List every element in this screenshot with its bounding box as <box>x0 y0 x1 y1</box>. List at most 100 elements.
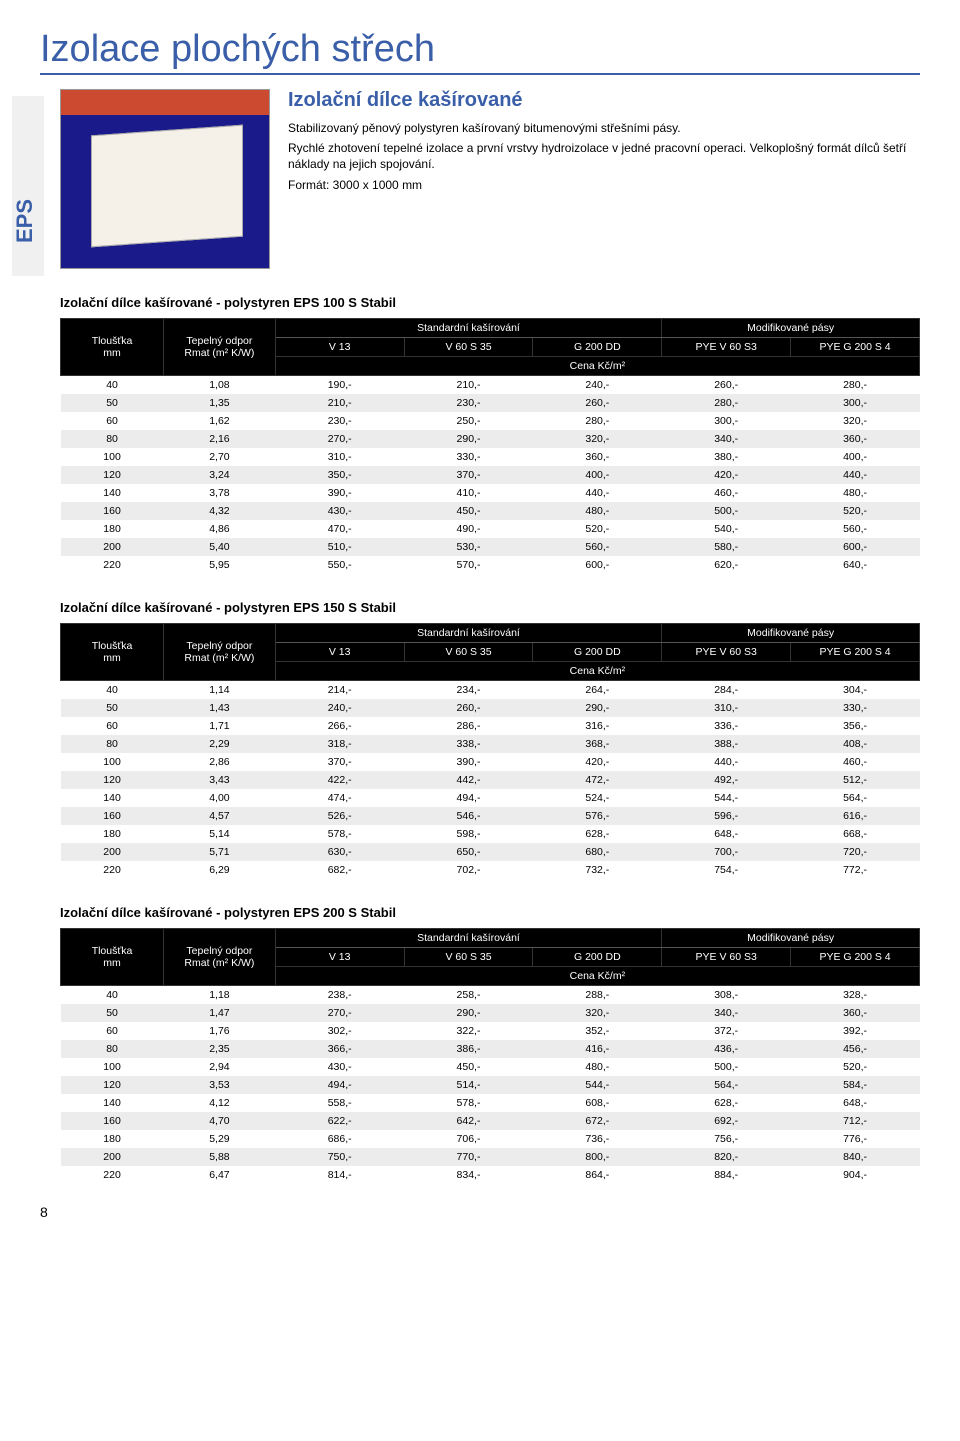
table-cell: 500,- <box>662 502 791 520</box>
table-cell: 350,- <box>275 466 404 484</box>
table-row: 601,71266,-286,-316,-336,-356,- <box>61 717 920 735</box>
table-cell: 430,- <box>275 1058 404 1076</box>
table-cell: 520,- <box>791 502 920 520</box>
table-cell: 380,- <box>662 448 791 466</box>
table-row: 802,29318,-338,-368,-388,-408,- <box>61 735 920 753</box>
col-rmat-label: Rmat (m² K/W) <box>184 652 254 664</box>
group-standard: Standardní kašírování <box>275 624 662 643</box>
table-cell: 300,- <box>662 412 791 430</box>
col-header: PYE G 200 S 4 <box>791 948 920 967</box>
table-cell: 474,- <box>275 789 404 807</box>
group-modified: Modifikované pásy <box>662 624 920 643</box>
table-cell: 692,- <box>662 1112 791 1130</box>
table-cell: 558,- <box>275 1094 404 1112</box>
table-cell: 330,- <box>791 699 920 717</box>
table-cell: 210,- <box>275 394 404 412</box>
table-cell: 160 <box>61 502 164 520</box>
table-section-title: Izolační dílce kašírované - polystyren E… <box>60 600 920 615</box>
price-table: TloušťkammTepelný odporRmat (m² K/W)Stan… <box>60 928 920 1184</box>
table-row: 1404,12558,-578,-608,-628,-648,- <box>61 1094 920 1112</box>
table-cell: 2,94 <box>164 1058 276 1076</box>
intro-block: Izolační dílce kašírované Stabilizovaný … <box>60 89 920 269</box>
table-row: 401,14214,-234,-264,-284,-304,- <box>61 681 920 700</box>
table-cell: 230,- <box>275 412 404 430</box>
table-cell: 340,- <box>662 430 791 448</box>
group-modified: Modifikované pásy <box>662 319 920 338</box>
table-cell: 544,- <box>533 1076 662 1094</box>
table-cell: 526,- <box>275 807 404 825</box>
table-cell: 60 <box>61 412 164 430</box>
table-cell: 580,- <box>662 538 791 556</box>
table-row: 1203,43422,-442,-472,-492,-512,- <box>61 771 920 789</box>
col-r-label: Tepelný odpor <box>186 640 252 652</box>
table-row: 802,16270,-290,-320,-340,-360,- <box>61 430 920 448</box>
table-cell: 4,00 <box>164 789 276 807</box>
table-cell: 1,76 <box>164 1022 276 1040</box>
table-cell: 270,- <box>275 1004 404 1022</box>
table-cell: 1,43 <box>164 699 276 717</box>
col-header: V 13 <box>275 948 404 967</box>
table-cell: 5,40 <box>164 538 276 556</box>
table-cell: 286,- <box>404 717 533 735</box>
price-unit-header: Cena Kč/m² <box>275 967 919 986</box>
table-cell: 400,- <box>791 448 920 466</box>
table-cell: 732,- <box>533 861 662 879</box>
table-cell: 1,08 <box>164 376 276 395</box>
table-row: 1805,14578,-598,-628,-648,-668,- <box>61 825 920 843</box>
table-cell: 320,- <box>533 430 662 448</box>
table-cell: 302,- <box>275 1022 404 1040</box>
col-header: V 13 <box>275 643 404 662</box>
table-cell: 2,16 <box>164 430 276 448</box>
col-thickness-unit: mm <box>103 652 121 664</box>
table-cell: 400,- <box>533 466 662 484</box>
table-cell: 616,- <box>791 807 920 825</box>
table-cell: 264,- <box>533 681 662 700</box>
table-cell: 290,- <box>404 430 533 448</box>
table-cell: 650,- <box>404 843 533 861</box>
table-cell: 250,- <box>404 412 533 430</box>
table-cell: 600,- <box>533 556 662 574</box>
table-cell: 494,- <box>275 1076 404 1094</box>
intro-p3: Formát: 3000 x 1000 mm <box>288 177 920 193</box>
table-cell: 772,- <box>791 861 920 879</box>
intro-text: Izolační dílce kašírované Stabilizovaný … <box>288 89 920 197</box>
col-thickness-label: Tloušťka <box>92 640 133 652</box>
table-cell: 686,- <box>275 1130 404 1148</box>
table-cell: 3,24 <box>164 466 276 484</box>
table-cell: 238,- <box>275 986 404 1005</box>
table-cell: 234,- <box>404 681 533 700</box>
table-cell: 430,- <box>275 502 404 520</box>
price-unit-header: Cena Kč/m² <box>275 662 919 681</box>
table-cell: 546,- <box>404 807 533 825</box>
table-cell: 140 <box>61 1094 164 1112</box>
table-cell: 1,47 <box>164 1004 276 1022</box>
col-r-label: Tepelný odpor <box>186 945 252 957</box>
table-cell: 80 <box>61 1040 164 1058</box>
table-cell: 200 <box>61 1148 164 1166</box>
table-cell: 5,14 <box>164 825 276 843</box>
table-cell: 280,- <box>791 376 920 395</box>
table-cell: 280,- <box>533 412 662 430</box>
table-cell: 322,- <box>404 1022 533 1040</box>
table-cell: 622,- <box>275 1112 404 1130</box>
table-row: 1604,70622,-642,-672,-692,-712,- <box>61 1112 920 1130</box>
table-cell: 200 <box>61 843 164 861</box>
table-cell: 230,- <box>404 394 533 412</box>
col-thickness-unit: mm <box>103 957 121 969</box>
table-cell: 6,29 <box>164 861 276 879</box>
table-cell: 578,- <box>275 825 404 843</box>
table-cell: 490,- <box>404 520 533 538</box>
table-cell: 630,- <box>275 843 404 861</box>
table-cell: 770,- <box>404 1148 533 1166</box>
eps-sidebar-label: EPS <box>12 96 44 276</box>
table-cell: 160 <box>61 807 164 825</box>
table-row: 401,18238,-258,-288,-308,-328,- <box>61 986 920 1005</box>
table-cell: 576,- <box>533 807 662 825</box>
table-row: 1203,24350,-370,-400,-420,-440,- <box>61 466 920 484</box>
table-cell: 500,- <box>662 1058 791 1076</box>
table-cell: 834,- <box>404 1166 533 1184</box>
table-row: 802,35366,-386,-416,-436,-456,- <box>61 1040 920 1058</box>
table-cell: 50 <box>61 1004 164 1022</box>
table-cell: 210,- <box>404 376 533 395</box>
table-cell: 544,- <box>662 789 791 807</box>
